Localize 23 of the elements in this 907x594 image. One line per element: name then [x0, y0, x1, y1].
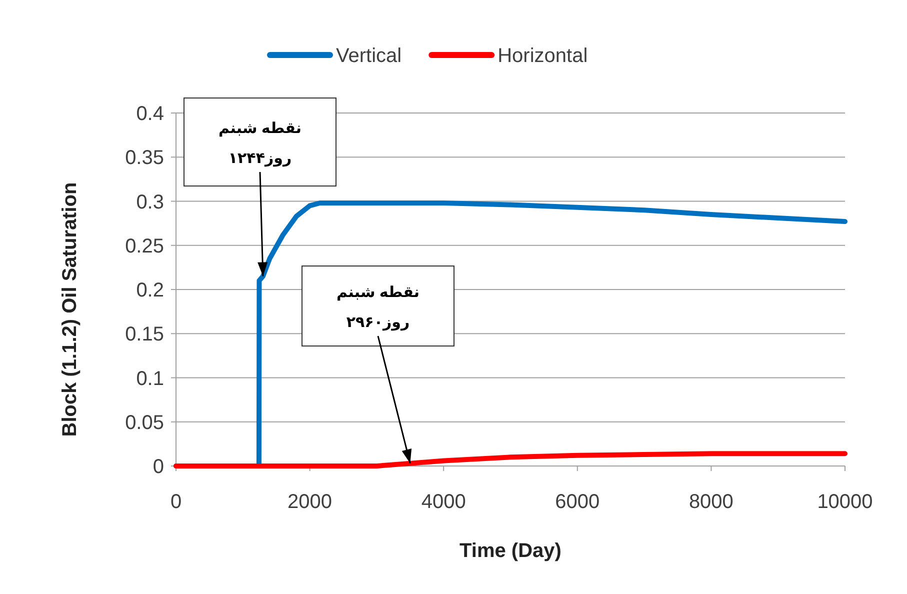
y-tick-label: 0.05: [125, 412, 164, 434]
x-tick-label: 6000: [555, 491, 600, 513]
y-tick-label: 0.4: [136, 103, 164, 125]
legend-label: Vertical: [336, 45, 402, 67]
legend-label: Horizontal: [498, 45, 588, 67]
y-tick-label: 0.25: [125, 235, 164, 258]
y-tick-label: 0.3: [136, 191, 164, 214]
y-axis-title: Block (1.1.2) Oil Saturation: [59, 182, 81, 437]
y-tick-label: 0.35: [125, 147, 164, 170]
x-tick-label: 8000: [688, 491, 734, 513]
x-tick-label: 0: [170, 491, 182, 513]
y-tick-label: 0: [152, 456, 164, 478]
x-tick-label: 4000: [421, 491, 466, 513]
annotation: نقطه شبنم روز۲۹۶۰: [302, 266, 454, 464]
annotation: نقطه شبنم روز۲۹۶۰: [336, 284, 420, 331]
x-tick-label: 2000: [288, 491, 332, 513]
x-axis-title: Time (Day): [460, 540, 562, 562]
y-tick-label: 0.1: [136, 368, 164, 390]
y-tick-label: 0.15: [125, 324, 164, 346]
x-tick-label: 10000: [817, 491, 873, 513]
y-tick-label: 0.2: [136, 280, 164, 302]
annotation: نقطه شبنم روز۱۲۴۴: [218, 120, 302, 167]
annotation: نقطه شبنم روز۱۲۴۴: [184, 98, 336, 276]
